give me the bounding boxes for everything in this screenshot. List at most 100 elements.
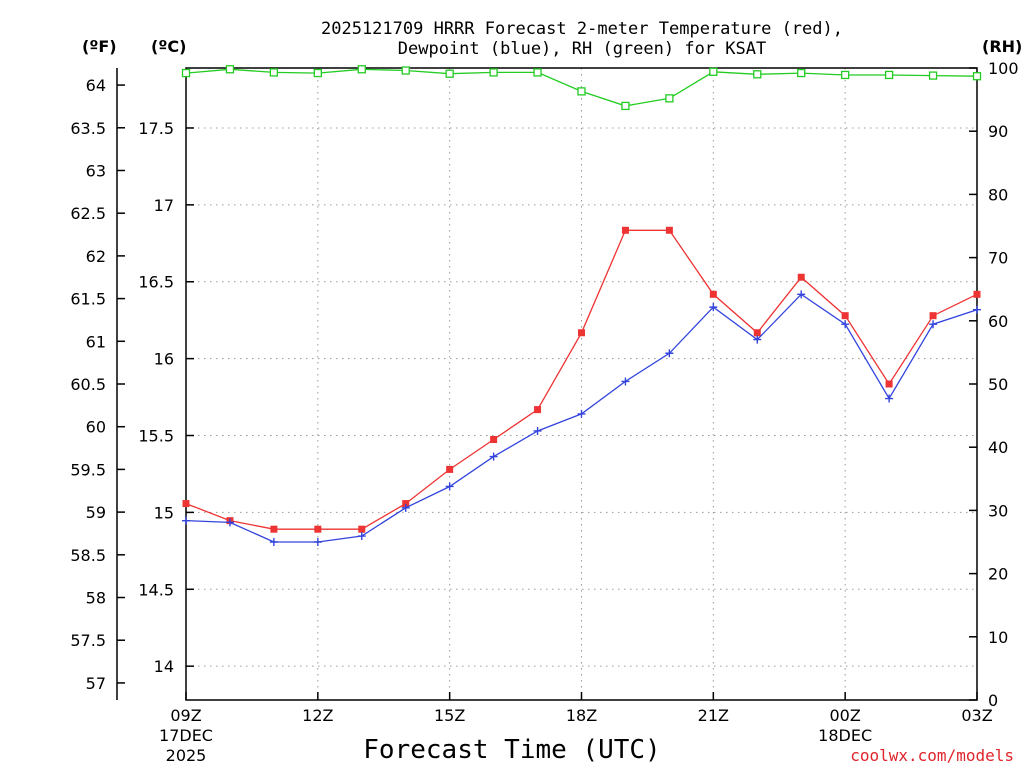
- rh-tick-label: 20: [988, 565, 1008, 584]
- rh-point: [621, 101, 630, 111]
- fahrenheit-tick-label: 60.5: [70, 375, 106, 394]
- dewpoint-point: [357, 532, 366, 541]
- temperature-point: [578, 329, 585, 337]
- rh-point: [269, 68, 279, 77]
- rh-point: [313, 68, 322, 78]
- temperature-point: [841, 312, 849, 320]
- dewpoint-point: [929, 320, 938, 329]
- x-tick-label: 21Z: [698, 706, 729, 725]
- dewpoint-point: [401, 503, 410, 512]
- series-layer: [181, 65, 982, 546]
- x-tick-date-label: 17DEC: [159, 726, 213, 745]
- dewpoint-point: [665, 349, 674, 358]
- rh-point: [225, 65, 235, 74]
- x-tick-label: 12Z: [302, 706, 333, 725]
- temperature-point: [709, 290, 717, 298]
- fahrenheit-tick-label: 59: [86, 503, 106, 522]
- temperature-point: [665, 226, 673, 234]
- rh-point: [884, 70, 894, 80]
- gridlines: [186, 68, 977, 700]
- temperature-point: [929, 312, 937, 320]
- temperature-point: [270, 525, 278, 533]
- chart-title-line1: 2025121709 HRRR Forecast 2-meter Tempera…: [321, 19, 843, 39]
- temperature-point: [621, 226, 629, 234]
- fahrenheit-tick-label: 62.5: [70, 204, 106, 223]
- dewpoint-point: [445, 482, 454, 491]
- rh-point: [357, 65, 366, 74]
- rh-tick-label: 30: [988, 501, 1008, 520]
- dewpoint-point: [577, 409, 586, 418]
- plot-frame: [185, 67, 978, 701]
- celsius-tick-label: 14.5: [138, 580, 174, 599]
- dewpoint-point: [973, 305, 981, 314]
- fahrenheit-tick-label: 60: [86, 418, 106, 437]
- dewpoint-point: [182, 516, 190, 525]
- celsius-tick-label: 15.5: [138, 427, 174, 446]
- temperature-point: [358, 525, 366, 533]
- fahrenheit-tick-label: 64: [86, 76, 106, 95]
- fahrenheit-tick-label: 59.5: [70, 460, 106, 479]
- rh-point: [181, 68, 191, 78]
- x-tick-date-label: 18DEC: [818, 726, 872, 745]
- rh-tick-label: 40: [988, 438, 1008, 457]
- rh-point: [753, 70, 762, 79]
- celsius-tick-label: 16.5: [138, 273, 174, 292]
- rh-point: [533, 68, 542, 77]
- fahrenheit-tick-label: 57: [86, 674, 106, 693]
- fahrenheit-unit-label: (ºF): [82, 37, 117, 56]
- temperature-point: [314, 525, 322, 533]
- rh-point: [445, 69, 454, 78]
- rh-point: [665, 94, 674, 103]
- dewpoint-point: [225, 518, 234, 527]
- dewpoint-point: [797, 290, 806, 299]
- rh-tick-label: 50: [988, 375, 1008, 394]
- dewpoint-point: [841, 320, 850, 329]
- rh-point: [577, 87, 586, 96]
- rh-point: [401, 66, 410, 75]
- temperature-point: [446, 465, 454, 473]
- celsius-tick-label: 15: [154, 503, 174, 522]
- temperature-point: [402, 500, 410, 508]
- celsius-tick-label: 16: [154, 350, 174, 369]
- fahrenheit-tick-label: 63: [86, 161, 106, 180]
- rh-tick-label: 0: [988, 691, 998, 710]
- x-axis-label: Forecast Time (UTC): [363, 735, 660, 765]
- rh-tick-label: 70: [988, 249, 1008, 268]
- dewpoint-point: [489, 452, 498, 461]
- celsius-unit-label: (ºC): [151, 37, 186, 56]
- x-tick-label: 18Z: [566, 706, 597, 725]
- temperature-point: [753, 329, 761, 337]
- dewpoint-point: [313, 538, 322, 546]
- rh-tick-label: 60: [988, 312, 1008, 331]
- celsius-tick-label: 17.5: [138, 119, 174, 138]
- dewpoint-point: [621, 377, 630, 386]
- x-tick-label: 09Z: [170, 706, 201, 725]
- fahrenheit-tick-label: 61: [86, 332, 106, 351]
- dewpoint-point: [709, 303, 718, 312]
- rh-point: [797, 68, 806, 78]
- rh-tick-label: 100: [988, 59, 1019, 78]
- rh-tick-label: 90: [988, 122, 1008, 141]
- fahrenheit-tick-label: 63.5: [70, 119, 106, 138]
- fahrenheit-tick-label: 61.5: [70, 290, 106, 309]
- fahrenheit-tick-label: 58.5: [70, 546, 106, 565]
- rh-point: [972, 72, 982, 81]
- dewpoint-point: [885, 394, 894, 403]
- dewpoint-point: [269, 538, 278, 546]
- rh-point: [709, 67, 718, 76]
- temperature-point: [797, 273, 805, 281]
- credit-label: coolwx.com/models: [850, 746, 1014, 765]
- temperature-point: [534, 406, 542, 414]
- rh-point: [489, 68, 498, 77]
- x-tick-label: 15Z: [434, 706, 465, 725]
- x-tick-label: 03Z: [961, 706, 992, 725]
- temperature-point: [973, 290, 981, 298]
- rh-point: [928, 71, 938, 80]
- rh-point: [841, 70, 850, 80]
- temperature-point: [490, 436, 498, 444]
- rh-tick-label: 80: [988, 185, 1008, 204]
- temperature-point: [182, 500, 190, 508]
- celsius-tick-label: 14: [154, 657, 174, 676]
- dewpoint-point: [753, 335, 762, 344]
- chart-title-line2: Dewpoint (blue), RH (green) for KSAT: [398, 39, 766, 59]
